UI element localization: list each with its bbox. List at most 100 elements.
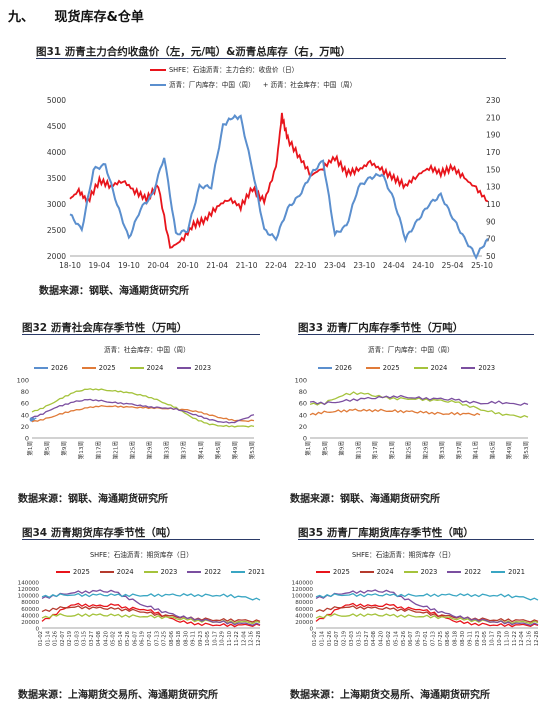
fig35-x-tick: 06-19 [416,631,422,646]
fig34-legend-label: 2022 [204,568,222,576]
fig34-x-tick: 02-19 [67,631,73,646]
fig34-x-tick: 05-02 [111,631,117,646]
fig31-yleft-tick: 4500 [47,122,66,131]
fig35-y-tick: 80000 [295,600,313,606]
fig34-source: 数据来源：上海期货交易所、海通期货研究所 [18,690,218,701]
fig34-x-tick: 09-23 [198,631,204,646]
fig32-y-tick: 20 [21,423,29,431]
fig34-legend-item: 2022 [187,568,221,576]
fig33-legend-item: 2026 [318,364,352,372]
fig33-series-2023 [309,394,529,406]
fig32-y-tick: 80 [21,388,29,396]
fig32-x-tick: 第41周 [197,441,205,459]
fig33-series-2024 [309,391,529,419]
fig34-legend-swatch [231,571,246,573]
fig33-x-tick: 第5周 [321,441,329,456]
fig31-legend-price: SHFE：石油沥青：主力合约：收盘价（日） [150,64,298,74]
fig35-y-tick: 120000 [292,587,314,593]
fig31-chart: 2000 2500 3000 3500 4000 4500 5000 50 70 90 110 130… [47,96,501,270]
fig35-x-tick: 06-07 [408,631,414,646]
fig35-x-tick: 07-01 [423,631,429,646]
fig35-legend-swatch [491,571,506,573]
fig32-x-tick: 第29周 [146,441,154,459]
fig33-x-tick: 第29周 [421,441,429,459]
fig35-legend-label: 2023 [420,568,438,576]
fig34-series-2022 [41,589,261,626]
fig32-x-tick: 第5周 [43,441,51,456]
fig34-subtitle: SHFE：石油沥青：期货库存（日） [90,551,193,559]
fig33-y-tick: 40 [299,411,307,419]
fig35-legend-item: 2022 [447,568,481,576]
fig34-x-tick: 05-14 [118,630,124,646]
fig33-x-tick: 第37周 [455,441,463,459]
fig35-source: 数据来源：上海期货交易所、海通期货研究所 [290,690,490,701]
fig31-x-tick: 19-04 [89,261,111,270]
fig33-legend-swatch [461,367,476,369]
fig34-x-tick: 12-16 [249,631,255,646]
fig33-legend-item: 2024 [413,364,447,372]
fig33-y-tick: 80 [299,388,307,396]
fig34-x-tick: 04-08 [96,631,102,646]
fig34-series-2024 [41,605,261,623]
fig32-x-tick: 第17周 [94,441,102,459]
fig31-x-tick: 20-04 [147,261,169,270]
fig31-x-tick: 21-04 [206,261,228,270]
fig34-legend-swatch [99,571,114,573]
fig32-legend: 2026 2025 2024 2023 [34,364,225,372]
fig32-legend-swatch [129,367,144,369]
fig32-x-tick: 第9周 [60,441,68,456]
fig34-series-2021 [41,592,261,601]
fig35-series-2021 [315,592,539,601]
fig35-legend-item: 2021 [491,568,525,576]
fig32-subtitle: 沥青：社会库存：中国（周） [104,346,190,354]
fig34-x-tick: 03-27 [89,631,95,646]
fig35-subtitle: SHFE：石油沥青：期货库存（日） [352,551,455,559]
fig35-y-tick: 60000 [295,607,313,613]
fig34-x-tick: 01-26 [53,631,59,646]
fig35-x-tick: 03-15 [356,631,362,646]
fig33-x-tick: 第17周 [371,441,379,459]
fig31-yleft-tick: 2000 [47,252,66,261]
fig31-yleft-tick: 2500 [47,226,66,235]
fig35-series-2022 [315,589,539,626]
fig35-series-2024 [315,605,539,623]
fig31-yright-tick: 70 [486,235,496,244]
fig31-yright-tick: 210 [486,113,501,122]
fig32-x-tick: 第25周 [128,441,136,459]
section-title: 九、 现货库存&仓单 [8,6,144,25]
fig35-x-tick: 10-05 [482,631,488,646]
fig34-series-2023 [41,613,261,625]
fig34-x-tick: 10-29 [220,631,226,646]
fig31-source: 数据来源：钢联、海通期货研究所 [39,286,189,297]
fig35-x-tick: 09-11 [467,631,473,646]
fig33-y-tick: 20 [299,423,307,431]
fig35-x-tick: 05-02 [386,631,392,646]
fig34-x-tick: 12-04 [241,630,247,646]
fig35-y-tick: 140000 [292,581,314,587]
fig31-yleft-tick: 5000 [47,96,66,105]
fig31-x-tick: 23-04 [324,261,346,270]
fig33-heading: 图33 沥青厂内库存季节性（万吨） [298,322,464,334]
fig35-x-tick: 01-14 [319,630,325,646]
fig35-legend-label: 2024 [376,568,394,576]
fig34-x-tick: 10-17 [212,631,218,646]
fig35-legend-label: 2021 [508,568,525,576]
fig35-y-tick: 40000 [295,613,313,619]
fig33-x-tick: 第41周 [472,441,480,459]
fig35-legend-item: 2025 [316,568,350,576]
fig32-legend-item: 2023 [177,364,211,372]
fig34-x-tick: 01-02 [38,631,44,646]
fig34-x-tick: 07-25 [162,631,168,646]
fig32-y-tick: 100 [17,377,29,385]
fig32-legend-label: 2023 [194,364,212,372]
fig31-yright-tick: 90 [486,217,496,226]
fig32-source: 数据来源：钢联、海通期货研究所 [18,494,168,505]
fig32-series-2023 [31,398,255,424]
fig34-legend-swatch [143,571,158,573]
fig31-x-tick: 20-10 [177,261,199,270]
fig34-legend-swatch [187,571,202,573]
fig34-legend: 2025 2024 2023 2022 2021 [56,568,275,576]
fig35-x-tick: 12-16 [527,631,533,646]
